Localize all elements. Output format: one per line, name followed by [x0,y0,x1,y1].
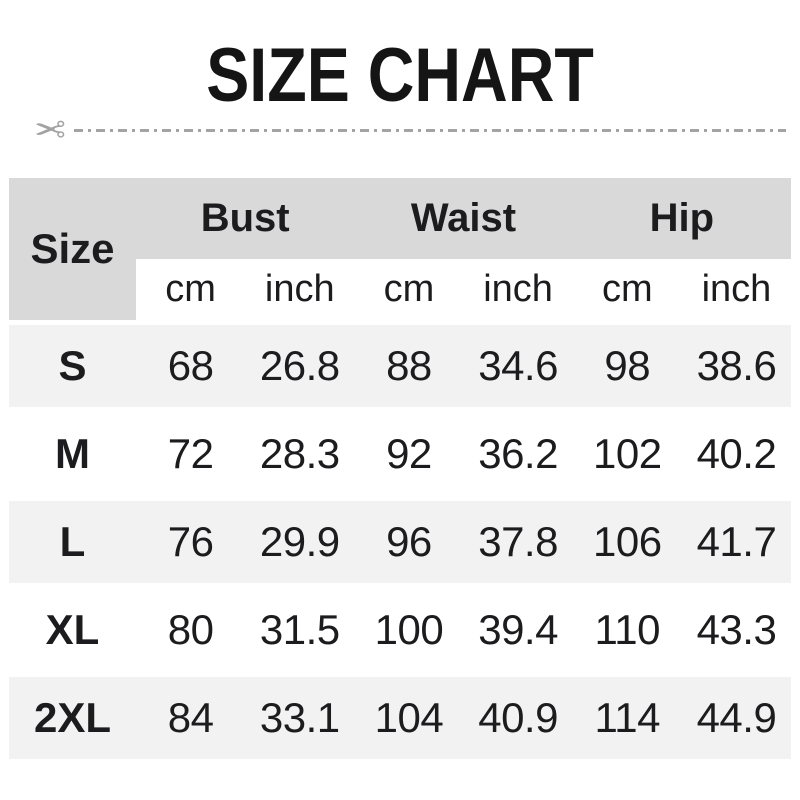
table-row-m: M 72 28.3 92 36.2 102 40.2 [9,413,791,495]
value-cell: 88 [386,342,432,389]
unit-header-hip-inch: inch [701,268,772,310]
value-cell: 43.3 [696,606,777,653]
value-cell: 37.8 [478,518,558,565]
measure-headers: Bust Waist Hip cm inch cm inch cm inch [136,178,791,320]
cut-line-row: ✂ [34,108,786,152]
value-cell: 31.5 [259,606,340,653]
value-cell: 72 [167,430,214,477]
dashed-cut-line [73,128,786,132]
value-cell: 28.3 [259,430,340,477]
unit-header-hip-cm: cm [601,268,653,310]
value-cell: 104 [374,694,444,741]
size-cell: L [59,518,86,565]
table-header: Size Bust Waist Hip cm inch cm inch cm i… [9,178,791,320]
value-cell: 38.6 [696,342,777,389]
unit-header-row: cm inch cm inch cm inch [136,259,791,320]
table-row-s: S 68 26.8 88 34.6 98 38.6 [9,325,791,407]
value-cell: 80 [167,606,214,653]
unit-header-bust-cm: cm [165,268,216,310]
scissors-icon: ✂ [34,108,66,152]
value-cell: 92 [386,430,432,477]
unit-header-waist-cm: cm [383,268,435,310]
column-header-bust: Bust [200,196,290,240]
value-cell: 100 [374,606,444,653]
value-cell: 39.4 [478,606,558,653]
value-cell: 44.9 [696,694,777,741]
table-row-xl: XL 80 31.5 100 39.4 110 43.3 [9,589,791,671]
size-cell: 2XL [33,694,112,741]
size-column-header: Size [9,178,136,320]
page-title: SIZE CHART [206,33,594,118]
value-cell: 102 [592,430,662,477]
value-cell: 98 [604,342,651,389]
value-cell: 34.6 [478,342,558,389]
value-cell: 84 [167,694,214,741]
column-header-hip: Hip [649,196,715,240]
value-cell: 36.2 [478,430,558,477]
value-cell: 33.1 [259,694,340,741]
header: SIZE CHART [0,38,800,114]
unit-header-bust-inch: inch [264,268,335,310]
size-cell: S [58,342,87,389]
size-cell: XL [45,606,100,653]
unit-header-waist-inch: inch [483,268,553,310]
value-cell: 110 [594,606,661,653]
value-cell: 76 [167,518,214,565]
value-cell: 68 [167,342,214,389]
value-cell: 106 [592,518,662,565]
column-header-waist: Waist [410,196,517,240]
value-cell: 29.9 [259,518,340,565]
value-cell: 26.8 [259,342,340,389]
value-cell: 40.2 [696,430,777,477]
value-cell: 114 [594,694,661,741]
value-cell: 41.7 [696,518,777,565]
group-header-row: Bust Waist Hip [136,178,791,259]
size-chart-table: Size Bust Waist Hip cm inch cm inch cm i… [9,178,791,759]
value-cell: 96 [386,518,432,565]
table-row-2xl: 2XL 84 33.1 104 40.9 114 44.9 [9,677,791,759]
table-row-l: L 76 29.9 96 37.8 106 41.7 [9,501,791,583]
size-cell: M [55,430,90,477]
value-cell: 40.9 [478,694,558,741]
